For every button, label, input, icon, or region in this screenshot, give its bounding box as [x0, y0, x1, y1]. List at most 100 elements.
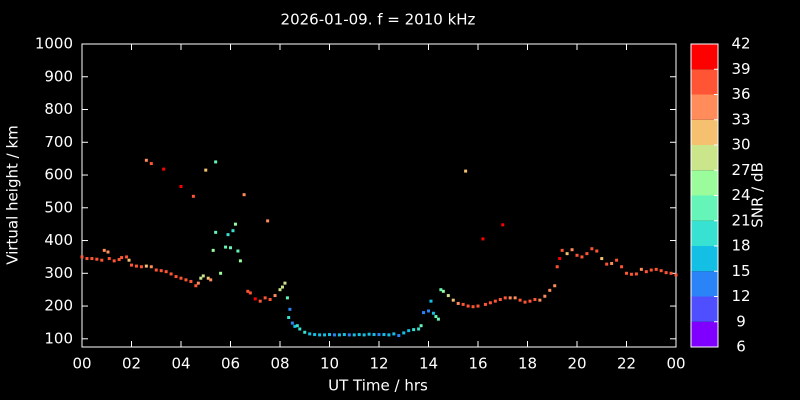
- data-point: [429, 299, 433, 303]
- data-point: [387, 333, 391, 337]
- data-point: [273, 294, 277, 298]
- data-point: [95, 257, 99, 261]
- x-tick-label: 06: [221, 355, 240, 373]
- data-point: [595, 249, 599, 253]
- data-point: [570, 248, 574, 252]
- data-point: [248, 291, 252, 295]
- x-tick-label: 08: [270, 355, 289, 373]
- data-point: [90, 257, 94, 261]
- data-point: [285, 296, 289, 300]
- data-point: [357, 333, 361, 337]
- colorbar-segment: [691, 170, 718, 196]
- y-axis-label: Virtual height / km: [4, 125, 22, 264]
- x-tick-label: 22: [617, 355, 636, 373]
- data-point: [238, 259, 242, 263]
- colorbar-label: SNR / dB: [749, 162, 767, 228]
- data-point: [664, 271, 668, 275]
- data-point: [629, 272, 633, 276]
- y-tick-label: 1000: [35, 35, 73, 53]
- data-point: [179, 184, 183, 188]
- y-tick-label: 500: [44, 198, 73, 216]
- data-point: [266, 219, 270, 223]
- data-point: [169, 272, 173, 276]
- data-point: [575, 253, 579, 257]
- data-point: [417, 327, 421, 331]
- colorbar-tick-label: 24: [731, 186, 750, 204]
- data-point: [293, 324, 297, 328]
- data-point: [352, 333, 356, 337]
- data-point: [209, 278, 213, 282]
- data-point: [518, 298, 522, 302]
- data-point: [451, 298, 455, 302]
- y-tick-label: 400: [44, 231, 73, 249]
- x-axis-label: UT Time / hrs: [328, 377, 428, 395]
- data-point: [268, 298, 272, 302]
- data-point: [174, 275, 178, 279]
- data-point: [236, 249, 240, 253]
- y-tick-label: 900: [44, 67, 73, 85]
- data-point: [288, 307, 292, 311]
- data-point: [231, 229, 235, 233]
- data-point: [283, 281, 287, 285]
- data-point: [466, 304, 470, 308]
- data-point: [162, 167, 166, 171]
- colorbar-tick-label: 42: [731, 35, 750, 53]
- data-point: [125, 255, 129, 259]
- data-point: [397, 334, 401, 338]
- data-point: [107, 257, 111, 261]
- data-point: [342, 333, 346, 337]
- data-point: [431, 311, 435, 315]
- data-point: [229, 246, 232, 250]
- data-point: [605, 262, 609, 266]
- colorbar-tick-label: 15: [731, 262, 750, 280]
- data-point: [100, 258, 104, 262]
- data-point: [149, 265, 153, 269]
- data-point: [295, 324, 299, 328]
- data-point: [117, 258, 121, 262]
- colorbar-tick-label: 12: [731, 287, 750, 305]
- data-point: [644, 270, 648, 274]
- data-point: [600, 257, 604, 261]
- data-point: [278, 288, 282, 292]
- data-point: [367, 332, 371, 336]
- chart-title: 2026-01-09. f = 2010 kHz: [281, 11, 476, 29]
- data-point: [191, 194, 195, 198]
- data-point: [585, 252, 589, 256]
- data-point: [130, 263, 133, 267]
- data-point: [382, 333, 386, 337]
- data-point: [528, 299, 532, 303]
- data-point: [523, 300, 527, 304]
- colorbar-segment: [691, 94, 718, 120]
- data-point: [533, 298, 537, 302]
- colorbar-segment: [691, 321, 718, 347]
- data-point: [649, 268, 653, 272]
- data-point: [201, 274, 205, 278]
- data-point: [199, 276, 203, 280]
- data-point: [219, 271, 223, 275]
- data-point: [412, 328, 416, 332]
- colorbar-tick-label: 9: [736, 312, 746, 330]
- data-point: [214, 160, 218, 164]
- data-point: [226, 233, 230, 237]
- data-point: [625, 271, 628, 275]
- data-point: [548, 288, 552, 292]
- data-point: [263, 296, 267, 300]
- data-point: [483, 302, 487, 306]
- data-point: [580, 255, 584, 259]
- data-point: [620, 265, 624, 269]
- data-point: [258, 299, 262, 303]
- colorbar-tick-label: 21: [731, 211, 750, 229]
- data-point: [659, 269, 663, 273]
- colorbar-segment: [691, 44, 718, 70]
- data-point: [242, 193, 246, 197]
- data-point: [471, 305, 475, 309]
- x-tick-label: 00: [72, 355, 91, 373]
- colorbar-tick-label: 27: [731, 161, 750, 179]
- x-tick-label: 00: [666, 355, 685, 373]
- data-point: [419, 324, 423, 328]
- data-point: [233, 222, 237, 226]
- data-point: [362, 333, 366, 337]
- x-tick-label: 16: [468, 355, 487, 373]
- data-point: [407, 329, 411, 333]
